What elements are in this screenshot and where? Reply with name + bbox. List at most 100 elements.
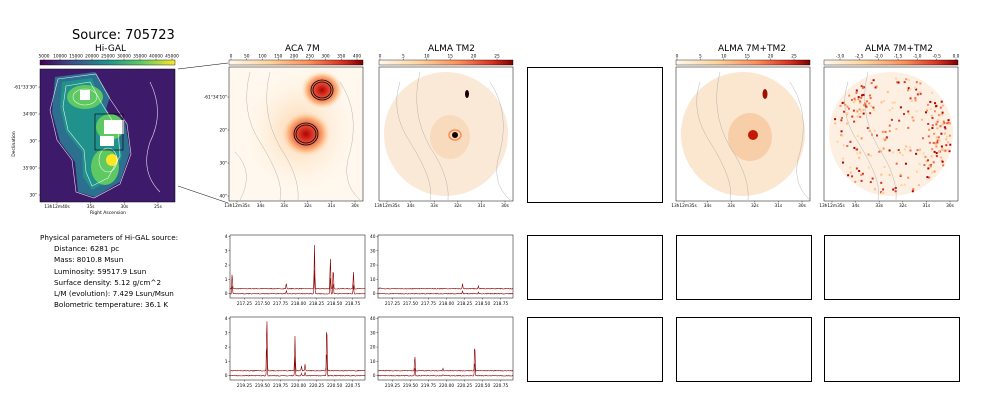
higal-ylabel: Declination — [11, 131, 17, 157]
ratio-pixel — [858, 156, 861, 159]
tick-label: 32s — [454, 203, 462, 209]
tick-label: 34s — [852, 203, 860, 209]
ratio-pixel — [925, 160, 928, 163]
ratio-colorbar-ticks: -3.0 -2.5 -2.0 -1.5 -1.0 -0.5 0.0 — [836, 54, 960, 60]
ratio-pixel — [841, 134, 844, 137]
ratio-pixel — [843, 110, 846, 113]
tick-label: 400 — [353, 54, 361, 60]
tick-label: 25 — [494, 54, 500, 60]
ratio-pixel — [935, 136, 938, 139]
ratio-pixel — [880, 101, 883, 104]
param-temperature: Bolometric temperature: 36.1 K — [54, 300, 169, 310]
x-tick-label: 217.50 — [403, 301, 418, 307]
ratio-pixel — [911, 116, 914, 119]
tick-label: 150 — [274, 54, 282, 60]
ratio-pixel — [940, 100, 943, 103]
tick-label: 30s — [501, 203, 509, 209]
ratio-pixel — [903, 183, 906, 186]
higal-panel: 5000 10000 15000 20000 25000 30000 35000 40000 4… — [11, 54, 179, 217]
spectrum-trace — [377, 363, 514, 377]
ratio-pixel — [891, 107, 894, 110]
ratio-pixel — [932, 161, 935, 164]
ratio-pixel — [850, 98, 853, 101]
y-tick-label: 10 — [370, 359, 376, 365]
ratio-pixel — [931, 116, 934, 119]
tick-label: 15000 — [69, 54, 83, 60]
ratio-pixel — [926, 103, 929, 106]
ratio-pixel — [900, 184, 903, 187]
y-tick-label: 30 — [370, 330, 376, 336]
ratio-pixel — [945, 138, 948, 141]
ratio-pixel — [935, 152, 938, 155]
ratio-pixel — [882, 147, 885, 150]
ratio-pixel — [847, 107, 850, 110]
tick-label: -3.0 — [836, 54, 845, 60]
ratio-pixel — [937, 136, 940, 139]
tick-label: 33s — [875, 203, 883, 209]
ratio-pixel — [934, 106, 937, 109]
ratio-pixel — [899, 173, 902, 176]
ratio-pixel — [930, 114, 933, 117]
ratio-pixel — [882, 100, 885, 103]
ratio-pixel — [883, 166, 886, 169]
ratio-pixel — [909, 149, 912, 152]
tick-label: 5000 — [39, 54, 50, 60]
ratio-pixel — [854, 99, 857, 102]
ratio-pixel — [917, 184, 920, 187]
ratio-pixel — [938, 138, 941, 141]
ratio-image — [823, 66, 959, 202]
ratio-pixel — [861, 86, 864, 89]
x-tick-label: 217.75 — [273, 301, 288, 307]
ratio-pixel — [888, 124, 891, 127]
ratio-pixel — [851, 175, 854, 178]
ratio-pixel — [901, 154, 904, 157]
tick-label: 32s — [304, 203, 312, 209]
almatm2-colorbar-ticks: 0 5 10 15 20 25 — [379, 54, 500, 60]
ratio-pixel — [840, 119, 843, 122]
ratio-pixel — [903, 148, 906, 151]
spectrum-frame — [229, 234, 366, 299]
ratio-pixel — [935, 142, 938, 145]
param-luminosity: Luminosity: 59517.9 Lsun — [54, 266, 147, 276]
higal-xlabel: Right Ascension — [90, 210, 126, 216]
ratio-pixel — [927, 159, 929, 162]
tick-label: 30s — [351, 203, 359, 209]
empty-spectrum-panel — [676, 235, 812, 300]
ratio-pixel — [940, 132, 943, 135]
ratio-pixel — [909, 88, 912, 91]
aca7m-panel: 0 50 100 150 200 250 300 350 400 -61°34'10" 20" 30… — [204, 54, 364, 209]
tick-label: 15 — [447, 54, 453, 60]
ratio-pixel — [846, 112, 849, 115]
ratio-pixel — [839, 104, 842, 107]
y-tick-label: 40 — [370, 234, 376, 240]
spectrum-aca-row2: 0 1 2 3 4 219.25 219.50 219.75 220.00 220.25 220.5… — [225, 316, 366, 389]
x-tick-label: 218.50 — [327, 301, 342, 307]
ratio-pixel — [848, 94, 851, 97]
x-tick-label: 220.25 — [457, 383, 472, 389]
ratio-pixel — [919, 82, 922, 85]
ratio-pixel — [944, 127, 947, 130]
ratio-pixel — [945, 144, 948, 147]
ratio-pixel — [853, 146, 856, 149]
ratio-pixel — [929, 165, 932, 168]
ratio-pixel — [868, 130, 871, 133]
tick-label: 30" — [220, 161, 227, 167]
spectrum-trace — [229, 321, 366, 372]
ratio-pixel — [882, 191, 885, 194]
ratio-pixel — [907, 126, 910, 129]
tick-label: 33s — [430, 203, 438, 209]
ratio-pixel — [849, 140, 852, 143]
x-tick-label: 217.50 — [255, 301, 270, 307]
ratio-pixel — [940, 148, 943, 151]
ratio-pixel — [907, 176, 910, 179]
ratio-pixel — [930, 171, 933, 174]
tick-label: 31s — [478, 203, 486, 209]
spectrum-aca-row1: 0 1 2 3 4 217.25 217.50 217.75 218.00 218.25 218.5… — [225, 234, 366, 307]
ratio-pixel — [941, 160, 944, 163]
ratio-pixel — [864, 104, 867, 107]
tick-label: 32s — [899, 203, 907, 209]
ratio-pixel — [897, 81, 900, 84]
tick-label: -2.0 — [874, 54, 883, 60]
